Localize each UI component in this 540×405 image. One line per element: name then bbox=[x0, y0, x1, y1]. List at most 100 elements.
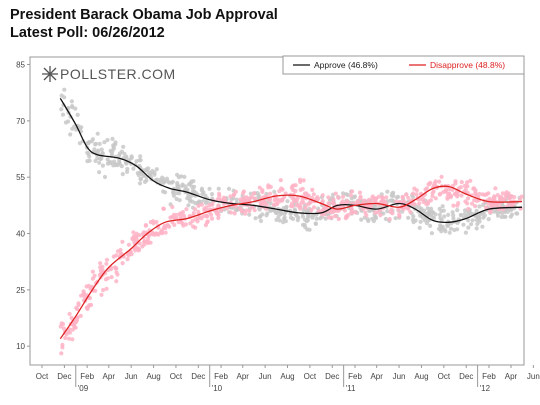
disapprove-poll-dot bbox=[483, 205, 488, 210]
disapprove-poll-dot bbox=[487, 196, 492, 201]
approve-poll-dot bbox=[119, 164, 124, 169]
disapprove-poll-dot bbox=[243, 211, 248, 216]
disapprove-poll-dot bbox=[180, 210, 185, 215]
disapprove-poll-dot bbox=[497, 196, 502, 201]
approve-poll-dot bbox=[131, 166, 136, 171]
y-tick-label: 25 bbox=[16, 286, 25, 295]
disapprove-poll-dot bbox=[315, 195, 320, 200]
approve-poll-dot bbox=[257, 214, 262, 220]
approve-poll-dot bbox=[406, 215, 411, 220]
disapprove-poll-dot bbox=[280, 197, 285, 202]
chart-subtitle: Latest Poll: 06/26/2012 bbox=[10, 25, 165, 41]
disapprove-poll-dot bbox=[462, 183, 467, 188]
disapprove-poll-dot bbox=[99, 292, 104, 297]
disapprove-poll-dot bbox=[512, 195, 517, 200]
disapprove-poll-dot bbox=[219, 207, 224, 212]
approve-poll-dot bbox=[417, 225, 422, 230]
disapprove-poll-dot bbox=[326, 195, 331, 200]
approve-poll-dot bbox=[247, 212, 252, 217]
x-year-label: '11 bbox=[346, 384, 356, 393]
approve-poll-dot bbox=[442, 214, 447, 219]
disapprove-poll-dot bbox=[451, 203, 456, 208]
disapprove-poll-dot bbox=[199, 202, 204, 207]
approve-poll-dot bbox=[438, 216, 443, 221]
disapprove-poll-dot bbox=[340, 199, 345, 204]
disapprove-poll-dot bbox=[329, 210, 335, 215]
disapprove-poll-dot bbox=[170, 204, 175, 210]
disapprove-poll-dot bbox=[115, 249, 121, 254]
disapprove-poll-dot bbox=[215, 197, 220, 202]
disapprove-poll-dot bbox=[418, 196, 423, 202]
disapprove-poll-dot bbox=[90, 276, 95, 281]
approve-poll-dot bbox=[144, 167, 149, 172]
legend-box bbox=[282, 55, 525, 75]
x-tick-label: Oct bbox=[438, 372, 451, 381]
disapprove-poll-dot bbox=[329, 215, 334, 220]
approve-poll-dot bbox=[177, 191, 182, 196]
disapprove-poll-dot bbox=[455, 203, 460, 208]
approve-poll-dot bbox=[98, 156, 103, 162]
disapprove-poll-dot bbox=[472, 198, 477, 203]
disapprove-poll-dot bbox=[143, 223, 148, 228]
approve-poll-dot bbox=[311, 213, 316, 218]
disapprove-poll-dot bbox=[240, 209, 245, 214]
approve-poll-dot bbox=[105, 161, 110, 166]
approve-poll-dot bbox=[295, 218, 300, 223]
approve-poll-dot bbox=[62, 87, 67, 92]
disapprove-poll-dot bbox=[320, 193, 325, 198]
disapprove-poll-dot bbox=[191, 224, 196, 229]
approve-poll-dot bbox=[499, 214, 504, 220]
x-tick-label: Oct bbox=[36, 372, 49, 381]
disapprove-poll-dot bbox=[61, 326, 67, 331]
disapprove-poll-dot bbox=[253, 196, 258, 201]
disapprove-poll-dot bbox=[176, 220, 181, 225]
approve-poll-dot bbox=[367, 208, 372, 213]
plot-frame bbox=[29, 56, 525, 366]
approve-poll-dot bbox=[129, 154, 134, 159]
disapprove-poll-dot bbox=[136, 248, 141, 253]
disapprove-poll-dot bbox=[205, 214, 210, 219]
disapprove-poll-dot bbox=[225, 206, 230, 211]
disapprove-poll-dot bbox=[333, 191, 338, 196]
disapprove-poll-dot bbox=[74, 318, 79, 323]
disapprove-poll-dot bbox=[289, 185, 294, 190]
approve-poll-dot bbox=[253, 216, 258, 221]
disapprove-poll-dot bbox=[125, 252, 130, 257]
disapprove-poll-dot bbox=[112, 265, 118, 270]
approve-poll-dot bbox=[411, 214, 416, 219]
approve-poll-dot bbox=[154, 177, 160, 182]
approve-poll-dot bbox=[509, 212, 515, 217]
approve-poll-dot bbox=[430, 215, 435, 220]
approve-poll-dot bbox=[474, 226, 479, 231]
approve-poll-dot bbox=[110, 149, 115, 154]
disapprove-poll-dot bbox=[375, 210, 380, 215]
approve-poll-dot bbox=[97, 141, 102, 146]
approve-poll-dot bbox=[290, 216, 296, 221]
disapprove-poll-dot bbox=[468, 178, 473, 183]
disapprove-poll-dot bbox=[59, 351, 64, 356]
x-tick-label: Apr bbox=[370, 372, 383, 381]
disapprove-poll-dot bbox=[271, 202, 276, 207]
approve-poll-dot bbox=[125, 169, 130, 174]
approve-poll-dot bbox=[77, 141, 82, 146]
approve-poll-dot bbox=[466, 218, 471, 223]
disapprove-poll-dot bbox=[180, 221, 185, 226]
x-tick-label: Apr bbox=[103, 372, 116, 381]
disapprove-poll-dot bbox=[78, 313, 83, 318]
approve-poll-dot bbox=[451, 213, 456, 218]
disapprove-poll-dot bbox=[340, 194, 346, 199]
approve-poll-dot bbox=[391, 193, 396, 198]
approve-poll-dot bbox=[440, 204, 445, 209]
disapprove-poll-dot bbox=[348, 193, 354, 198]
approve-poll-dot bbox=[102, 140, 107, 145]
disapprove-poll-dot bbox=[333, 213, 338, 219]
approve-poll-dot bbox=[140, 172, 145, 177]
disapprove-poll-dot bbox=[131, 230, 136, 235]
disapprove-poll-dot bbox=[108, 267, 113, 272]
disapprove-poll-dot bbox=[111, 254, 116, 259]
approve-poll-dot bbox=[428, 223, 433, 228]
approve-poll-dot bbox=[121, 144, 126, 149]
approve-poll-dot bbox=[102, 174, 108, 180]
disapprove-poll-dot bbox=[275, 201, 280, 207]
disapprove-poll-dot bbox=[309, 208, 314, 213]
